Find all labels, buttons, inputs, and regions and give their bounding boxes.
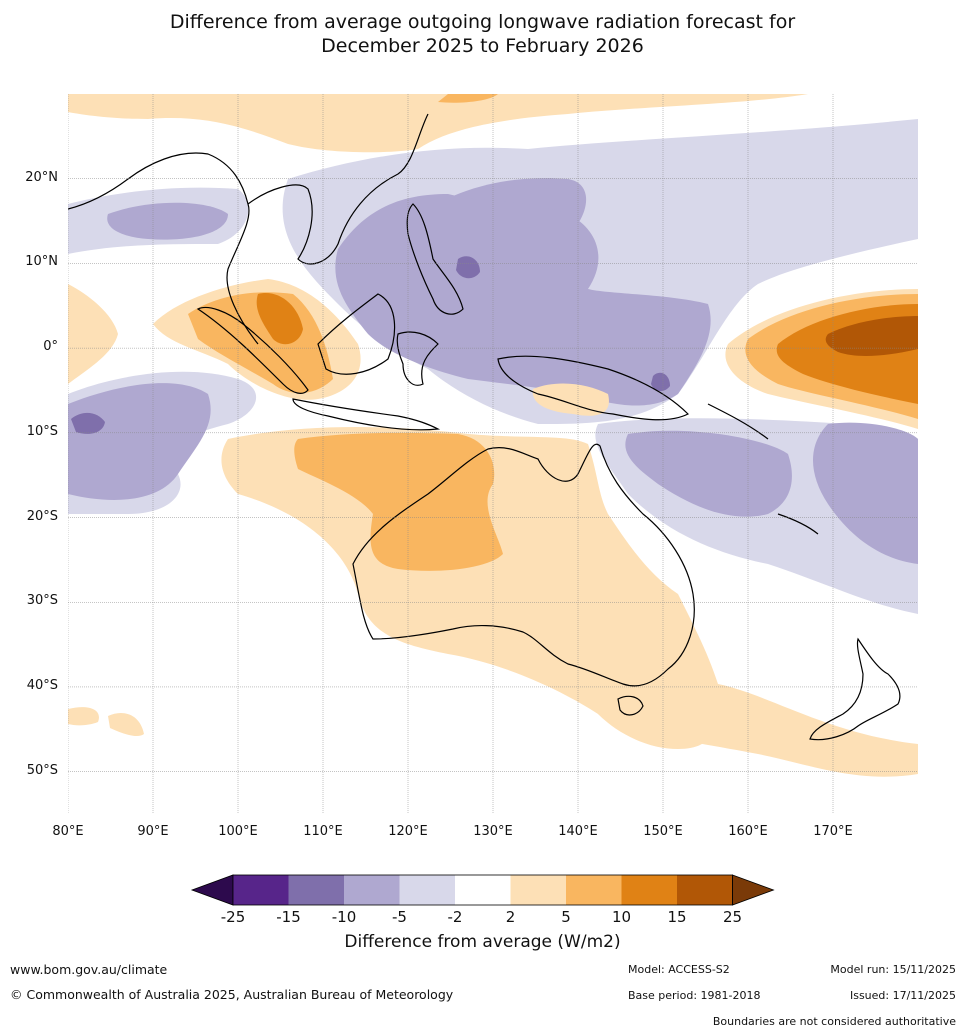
coastline-asia — [68, 113, 429, 345]
anomaly-region-dark-purple-png — [651, 372, 670, 392]
longitude-label: 80°E — [52, 824, 84, 839]
colorbar-tick-label: -15 — [276, 908, 301, 926]
colorbar-tick-label: -2 — [447, 908, 463, 926]
coastline-java — [292, 398, 441, 431]
longitude-label: 120°E — [388, 824, 428, 839]
anomaly-region-dark-orange-pacific — [825, 316, 918, 356]
colorbar-tick-label: -25 — [220, 908, 246, 926]
colorbar-bin — [288, 875, 344, 905]
colorbar-tick-label: 2 — [505, 908, 516, 926]
forecast-map — [68, 94, 918, 814]
copyright-notice: © Commonwealth of Australia 2025, Austra… — [10, 987, 454, 1002]
model-name: Model: ACCESS-S2 — [628, 963, 730, 976]
anomaly-region-dark-purple-phil — [456, 256, 480, 279]
anomaly-region-purple-coral-sea — [625, 430, 792, 517]
latitude-label: 30°S — [26, 593, 58, 609]
colorbar-tick-label: 5 — [561, 908, 571, 926]
colorbar-tick-label: 25 — [722, 908, 743, 926]
longitude-label: 140°E — [558, 824, 598, 839]
anomaly-region-orange-north-pacific — [438, 94, 498, 103]
model-run-date: Model run: 15/11/2025 — [830, 963, 956, 976]
latitude-label: 20°N — [25, 169, 58, 185]
anomaly-region-purple-io — [68, 383, 211, 500]
colorbar-bin — [344, 875, 400, 905]
longitude-label: 110°E — [303, 824, 343, 839]
issued-date: Issued: 17/11/2025 — [849, 989, 956, 1002]
longitude-label: 130°E — [473, 824, 513, 839]
longitude-label: 170°E — [813, 824, 853, 839]
longitude-label: 100°E — [218, 824, 258, 839]
colorbar-frame — [232, 874, 733, 906]
title-line-1: Difference from average outgoing longwav… — [169, 11, 796, 33]
anomaly-region-light-orange-png — [532, 383, 609, 416]
colorbar-extend-high — [732, 874, 775, 906]
anomaly-region-purple-pacific-east — [813, 422, 918, 564]
colorbar — [190, 874, 775, 906]
colorbar-bin — [233, 875, 289, 905]
anomaly-region-light-orange-north — [68, 94, 808, 153]
latitude-label: 20°S — [26, 508, 58, 524]
coastline-solomons — [707, 403, 819, 535]
anomaly-region-light-orange-tasman — [598, 701, 709, 749]
anomaly-region-orange-north-australia — [294, 432, 503, 571]
colorbar-bin — [677, 875, 733, 905]
anomaly-region-deep-orange-sumatra — [256, 293, 303, 345]
colorbar-bin — [510, 875, 566, 905]
colorbar-bin — [399, 875, 455, 905]
latitude-label: 10°S — [26, 423, 58, 439]
latitude-label: 50°S — [26, 762, 58, 778]
latitude-label: 10°N — [25, 254, 58, 270]
longitude-label: 160°E — [728, 824, 768, 839]
gridlines — [68, 94, 918, 814]
colorbar-extend-low — [190, 874, 234, 906]
anomaly-region-light-orange-westcoast — [68, 284, 118, 384]
chart-title: Difference from average outgoing longwav… — [0, 10, 965, 58]
colorbar-label: Difference from average (W/m2) — [344, 932, 621, 952]
colorbar-bin — [566, 875, 622, 905]
coastline-sumatra — [196, 306, 309, 394]
coastline-new-zealand — [809, 637, 901, 741]
longitude-label: 90°E — [137, 824, 169, 839]
coastline-tasmania — [617, 695, 644, 716]
colorbar-tick-label: 15 — [667, 908, 687, 926]
latitude-label: 40°S — [26, 677, 58, 693]
colorbar-tick-label: -5 — [392, 908, 407, 926]
anomaly-region-dark-purple-io — [71, 412, 105, 434]
colorbar-bin — [455, 875, 511, 905]
coastline-borneo — [317, 293, 396, 375]
coastline-new-guinea — [497, 355, 690, 421]
title-line-2: December 2025 to February 2026 — [321, 35, 644, 57]
latitude-label: 0° — [43, 339, 58, 355]
colorbar-bin — [621, 875, 677, 905]
anomaly-region-light-orange-io-south — [68, 707, 144, 737]
boundaries-disclaimer: Boundaries are not considered authoritat… — [712, 1015, 956, 1028]
coastline-sulawesi — [396, 331, 439, 386]
colorbar-tick-label: -10 — [331, 908, 357, 926]
colorbar-tick-label: 10 — [611, 908, 632, 926]
base-period: Base period: 1981-2018 — [628, 989, 761, 1002]
website-link[interactable]: www.bom.gov.au/climate — [10, 962, 168, 977]
anomaly-region-purple-west-small — [107, 202, 228, 240]
coastline-australia — [352, 443, 695, 687]
longitude-label: 150°E — [643, 824, 683, 839]
coastlines — [68, 113, 901, 741]
anomaly-region-purple-philippines — [335, 194, 711, 406]
coastline-philippines — [406, 203, 464, 315]
